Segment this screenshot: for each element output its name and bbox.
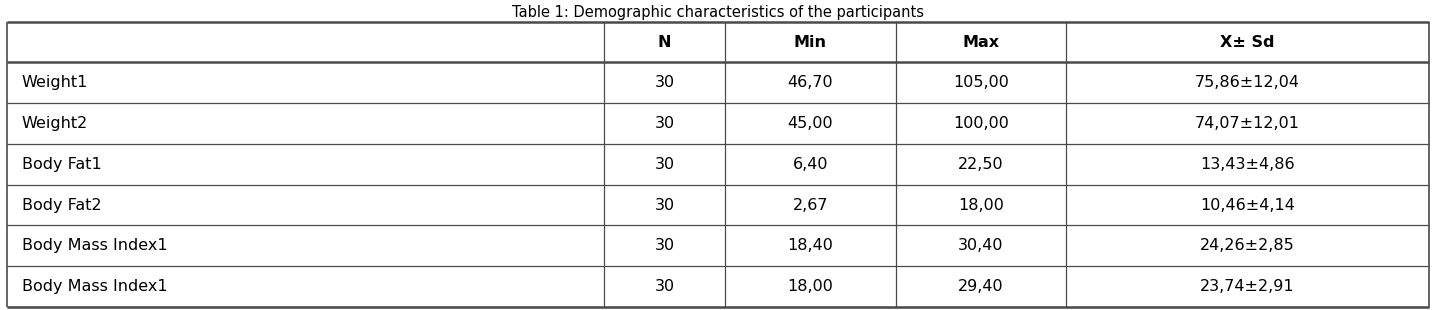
- Text: 30: 30: [655, 116, 675, 131]
- Text: Table 1: Demographic characteristics of the participants: Table 1: Demographic characteristics of …: [513, 5, 923, 20]
- Text: Body Fat2: Body Fat2: [22, 197, 101, 213]
- Text: 22,50: 22,50: [958, 157, 1004, 172]
- Text: 6,40: 6,40: [793, 157, 829, 172]
- Text: Weight2: Weight2: [22, 116, 88, 131]
- Text: Weight1: Weight1: [22, 75, 88, 90]
- Text: 18,00: 18,00: [958, 197, 1004, 213]
- Text: 75,86±12,04: 75,86±12,04: [1195, 75, 1300, 90]
- Text: 29,40: 29,40: [958, 279, 1004, 294]
- Text: Body Fat1: Body Fat1: [22, 157, 102, 172]
- Text: N: N: [658, 35, 672, 50]
- Text: 18,40: 18,40: [787, 238, 833, 253]
- Text: 10,46±4,14: 10,46±4,14: [1200, 197, 1295, 213]
- Text: 30: 30: [655, 197, 675, 213]
- Text: 105,00: 105,00: [954, 75, 1010, 90]
- Text: 18,00: 18,00: [787, 279, 833, 294]
- Text: 13,43±4,86: 13,43±4,86: [1200, 157, 1295, 172]
- Text: 30: 30: [655, 75, 675, 90]
- Text: 23,74±2,91: 23,74±2,91: [1200, 279, 1295, 294]
- Text: 30: 30: [655, 157, 675, 172]
- Text: Body Mass Index1: Body Mass Index1: [22, 238, 167, 253]
- Text: 24,26±2,85: 24,26±2,85: [1200, 238, 1295, 253]
- Text: 45,00: 45,00: [787, 116, 833, 131]
- Text: Max: Max: [962, 35, 999, 50]
- Text: 30,40: 30,40: [958, 238, 1004, 253]
- Text: X± Sd: X± Sd: [1221, 35, 1275, 50]
- Text: Min: Min: [794, 35, 827, 50]
- Text: 30: 30: [655, 238, 675, 253]
- Text: 2,67: 2,67: [793, 197, 829, 213]
- Text: 46,70: 46,70: [787, 75, 833, 90]
- Text: 74,07±12,01: 74,07±12,01: [1195, 116, 1300, 131]
- Text: 100,00: 100,00: [954, 116, 1010, 131]
- Text: 30: 30: [655, 279, 675, 294]
- Text: Body Mass Index1: Body Mass Index1: [22, 279, 167, 294]
